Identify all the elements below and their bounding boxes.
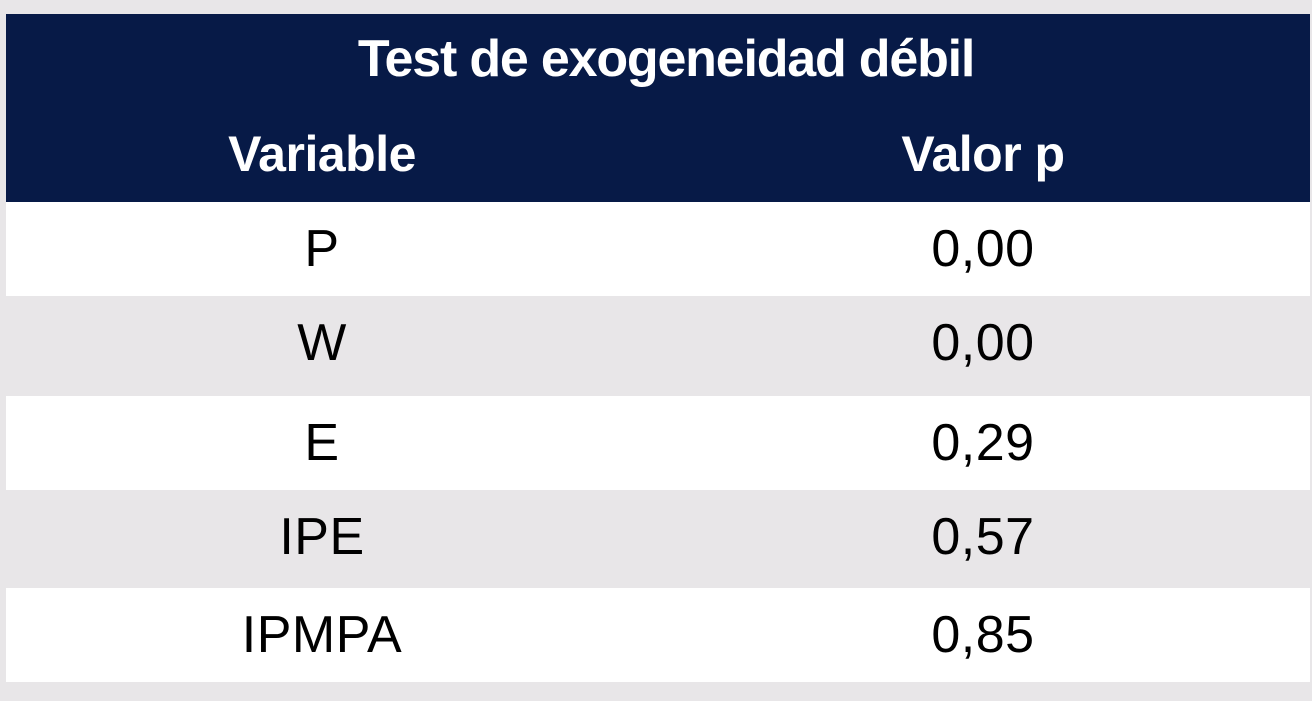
p-value-cell: 0,85 xyxy=(931,606,1035,664)
table-row: E 0,29 xyxy=(6,396,1310,490)
table-row: IPE 0,57 xyxy=(6,490,1310,584)
variable-cell: IPE xyxy=(279,508,365,566)
p-value-cell: 0,00 xyxy=(931,220,1035,278)
variable-cell: IPMPA xyxy=(241,606,403,664)
p-value-cell: 0,00 xyxy=(931,314,1035,372)
variable-cell: W xyxy=(297,314,347,372)
variable-cell: P xyxy=(304,220,340,278)
column-header-variable: Variable xyxy=(228,126,416,182)
exogeneity-test-table: Test de exogeneidad débil Variable Valor… xyxy=(6,14,1310,688)
table-row: IPMPA 0,85 xyxy=(6,588,1310,682)
table-title: Test de exogeneidad débil xyxy=(357,30,975,88)
p-value-cell: 0,29 xyxy=(931,414,1035,472)
table-header: Test de exogeneidad débil Variable Valor… xyxy=(6,14,1310,202)
column-header-p-value: Valor p xyxy=(901,126,1065,182)
table-row: P 0,00 xyxy=(6,202,1310,296)
variable-cell: E xyxy=(304,414,340,472)
table-row: W 0,00 xyxy=(6,296,1310,390)
table-body: P 0,00 W 0,00 E 0,29 IPE 0,57 IPMPA 0,85 xyxy=(6,202,1310,688)
p-value-cell: 0,57 xyxy=(931,508,1035,566)
column-header-row: Variable Valor p xyxy=(6,118,1310,190)
